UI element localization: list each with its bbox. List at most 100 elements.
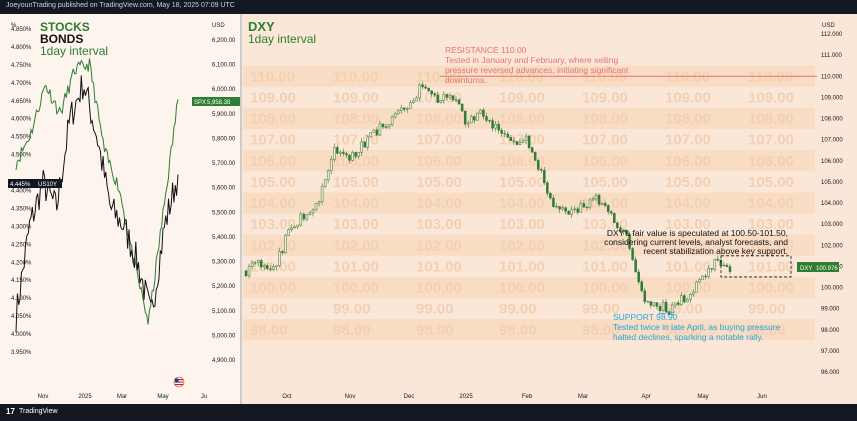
us-flag-icon[interactable] (173, 376, 185, 388)
candle-body (396, 110, 400, 115)
dxy-x-tick: May (697, 394, 708, 400)
dxy-y-tick: 109.000 (821, 95, 843, 101)
candle-body (488, 120, 491, 122)
candle-body (384, 126, 388, 128)
candle-body (418, 84, 421, 99)
candle-body (339, 151, 342, 154)
left-right-axis-tick: 5,100.00 (212, 309, 236, 315)
grid-band-number: 108.00 (582, 111, 628, 128)
candle-body (372, 129, 376, 133)
candle-body (497, 123, 500, 131)
grid-band-number: 103.00 (582, 216, 628, 233)
candle-body (689, 294, 692, 300)
left-axis-tick: 4.800% (11, 45, 32, 51)
tradingview-logo-icon[interactable]: 17 (6, 407, 15, 416)
grid-band-number: 105.00 (333, 174, 379, 191)
grid-band-number: 98.00 (665, 322, 703, 339)
candle-body (503, 133, 506, 135)
candle-body (509, 137, 513, 142)
resistance-note-1: Tested in January and February, where se… (445, 55, 619, 65)
grid-band-number: 101.00 (499, 258, 545, 275)
candle-body (387, 124, 391, 128)
candle-body (716, 258, 720, 261)
dxy-tag (797, 262, 839, 272)
dxy-x-tick: Oct (282, 394, 292, 400)
grid-band-number: 102.00 (416, 237, 462, 254)
grid-band-number: 100.00 (582, 280, 628, 297)
grid-band-number: 101.00 (333, 258, 379, 275)
left-x-tick: Nov (38, 394, 49, 400)
candle-body (363, 141, 366, 148)
grid-band-number: 105.00 (665, 174, 711, 191)
candle-body (348, 154, 351, 161)
candle-body (603, 203, 607, 206)
grid-band-number: 102.00 (582, 237, 628, 254)
right-grid: 110.00 110.00 110.00 110.00 110.00 110.00 110.… (243, 32, 843, 400)
dxy-candles (244, 81, 732, 316)
left-axis-tick: 4.600% (11, 117, 32, 123)
grid-band-number: 100.00 (748, 280, 794, 297)
candle-body (707, 268, 710, 277)
candle-body (664, 301, 668, 312)
grid-band-number: 100.00 (333, 280, 379, 297)
candle-body (597, 194, 601, 205)
candle-body (573, 208, 577, 210)
right-interval: 1day interval (248, 32, 316, 46)
grid-band-number: 109.00 (499, 89, 545, 106)
grid-band-number: 105.00 (250, 174, 296, 191)
candle-body (436, 94, 440, 103)
grid-band-number: 107.00 (416, 132, 462, 149)
candle-body (390, 116, 394, 126)
candle-body (442, 94, 446, 101)
left-right-axis-tick: 5,500.00 (212, 210, 236, 216)
candle-body (320, 185, 324, 202)
candle-body (329, 159, 333, 171)
dxy-y-tick: 96.000 (821, 370, 840, 376)
dxy-y-tick: 99.000 (821, 307, 840, 313)
grid-band (243, 234, 815, 256)
candle-body (439, 99, 443, 103)
grid-band-number: 99.00 (582, 301, 620, 318)
candle-body (543, 169, 546, 183)
candle-body (445, 94, 449, 98)
chart-area[interactable]: 4.850% 4.800% 4.750% 4.700% 4.650% 4.600% 4.55… (0, 14, 857, 404)
candle-body (259, 260, 263, 268)
dxy-x-tick: Dec (404, 394, 415, 400)
dxy-title: DXY (248, 19, 275, 34)
grid-band-number: 101.00 (748, 258, 794, 275)
candle-body (567, 210, 570, 215)
candle-body (393, 113, 397, 118)
left-axis-tick: 3.950% (11, 350, 32, 356)
left-axis-tick: 4.050% (11, 314, 32, 320)
grid-band-number: 110.00 (333, 68, 378, 85)
candle-body (518, 142, 522, 145)
fair-value-line-2: considering current levels, analyst fore… (604, 237, 788, 247)
candle-body (491, 120, 494, 129)
candle-body (686, 299, 689, 303)
candle-body (412, 100, 415, 103)
dxy-y-tick: 108.000 (821, 117, 843, 123)
candle-body (421, 84, 424, 88)
grid-band-number: 108.00 (665, 111, 711, 128)
candle-body (247, 266, 251, 277)
candle-body (625, 229, 628, 235)
candle-body (244, 270, 248, 277)
candle-body (549, 193, 552, 199)
grid-band-number: 108.00 (499, 111, 545, 128)
candle-body (448, 95, 452, 98)
dxy-y-tick: 97.000 (821, 349, 840, 355)
candle-body (466, 122, 470, 125)
candle-body (354, 152, 357, 157)
candle-body (594, 194, 598, 200)
grid-band-number: 106.00 (499, 153, 545, 170)
candle-body (287, 229, 290, 236)
top-bar: JoeyounTrading published on TradingView.… (0, 0, 857, 14)
candle-body (269, 268, 272, 270)
candle-body (728, 266, 732, 272)
left-right-axis-tick: 6,200.00 (212, 38, 236, 44)
candle-body (256, 260, 260, 263)
grid-band-number: 100.00 (499, 280, 545, 297)
grid-band-number: 98.00 (582, 322, 620, 339)
fair-value-box[interactable] (720, 255, 792, 278)
left-axis-tick: 4.000% (11, 332, 32, 338)
